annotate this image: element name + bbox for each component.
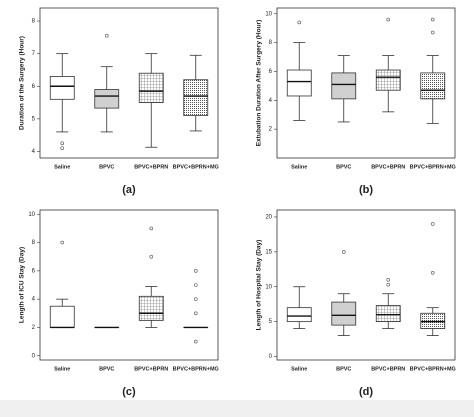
y-tick-label: 10 [265,11,272,17]
x-tick-label: BPVC [99,164,114,170]
outlier [149,226,154,231]
outlier [193,297,198,301]
y-tick-label: 6 [32,84,36,90]
y-axis-label: Extubation Duration After Surgery (Hour) [256,20,263,147]
outlier [193,339,198,344]
y-tick-label: 0 [269,354,273,360]
y-tick-label: 8 [269,40,273,46]
x-tick-label: BPVC+BPRN [134,164,168,170]
y-tick-label: 7 [32,51,36,57]
box [331,301,357,326]
outlier [430,17,435,22]
y-tick-label: 0 [32,353,36,359]
y-tick-label: 15 [265,249,272,255]
y-tick-label: 5 [32,116,36,122]
y-tick-label: 20 [265,215,272,221]
x-tick-label: Saline [291,366,307,372]
plot-frame [39,209,219,361]
outlier [193,283,198,287]
x-tick-label: BPVC+BPRN+MG [173,164,219,170]
box [286,307,312,323]
outlier [341,250,346,254]
outlier [60,146,65,151]
x-tick-label: Saline [54,164,70,170]
y-tick-label: 8 [32,19,36,25]
x-tick-label: BPVC [336,164,351,170]
outlier [297,20,302,25]
y-tick-label: 2 [32,325,36,331]
plot-frame [276,209,456,361]
box [286,69,312,97]
x-tick-label: BPVC [336,366,351,372]
outlier [104,33,109,38]
box [49,76,75,100]
y-tick-label: 8 [32,240,36,246]
plot-frame [276,7,456,159]
y-tick-label: 10 [28,212,35,218]
box [138,295,164,321]
plot-frame [39,7,219,159]
y-tick-label: 6 [269,69,273,75]
y-tick-label: 5 [269,319,273,325]
y-tick-label: 10 [265,284,272,290]
x-tick-label: BPVC+BPRN+MG [410,164,456,170]
y-tick-label: 2 [269,127,273,133]
caption: (c) [122,386,136,398]
outlier [193,311,198,316]
y-tick-label: 4 [32,149,36,155]
y-tick-label: 4 [32,297,36,303]
x-tick-label: Saline [54,366,70,372]
x-tick-label: BPVC+BPRN [134,366,168,372]
outlier [430,222,435,226]
box [375,305,401,323]
caption: (a) [122,184,136,196]
bottom-strip [0,400,474,417]
outlier [430,30,435,35]
outlier [386,282,391,287]
y-axis-label: Length of ICU Stay (Day) [19,247,26,323]
y-axis-label: Length of Hospital Stay (Day) [256,240,263,331]
x-tick-label: Saline [291,164,307,170]
outlier [430,270,435,275]
caption: (d) [359,386,373,398]
box [94,89,120,109]
outlier [193,269,198,273]
outlier [386,17,391,22]
outlier [60,141,65,146]
box [331,72,357,100]
box [375,69,401,91]
x-tick-label: BPVC+BPRN+MG [410,366,456,372]
box [183,79,209,117]
caption: (b) [359,184,373,196]
y-tick-label: 4 [269,98,273,104]
outlier [60,240,65,245]
x-tick-label: BPVC [99,366,114,372]
box [49,305,75,328]
x-tick-label: BPVC+BPRN [371,164,405,170]
box [420,72,446,100]
x-tick-label: BPVC+BPRN+MG [173,366,219,372]
outlier [149,254,154,259]
y-tick-label: 6 [32,268,36,274]
x-tick-label: BPVC+BPRN [371,366,405,372]
box [138,72,164,103]
outlier [386,277,391,282]
y-axis-label: Duration of the Surgery (Hour) [19,36,26,130]
